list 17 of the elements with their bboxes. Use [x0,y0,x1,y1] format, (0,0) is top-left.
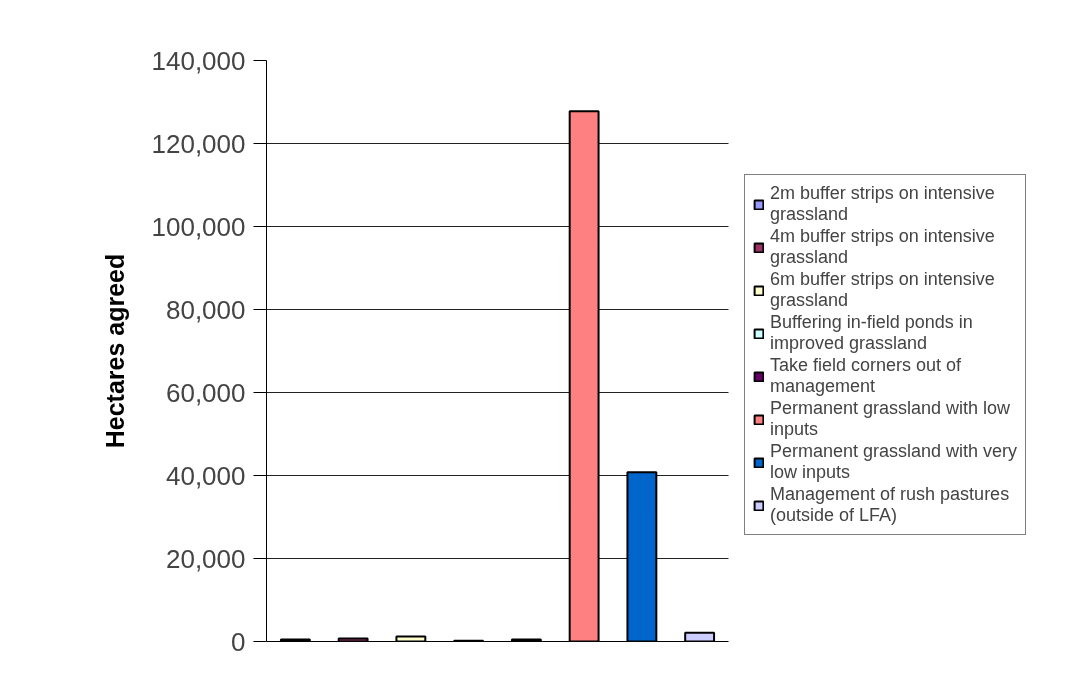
legend-label: Buffering in-field ponds in improved grassland [770,312,973,354]
legend-label: 4m buffer strips on intensive grassland [770,226,995,268]
y-tick-label: 80,000 [165,294,246,325]
y-tick-label: 120,000 [151,128,246,159]
legend-label: Permanent grassland with very low inputs [770,441,1018,483]
legend-label: 6m buffer strips on intensive grassland [770,269,995,311]
legend-label: Management of rush pastures (outside of LFA) [770,484,1010,526]
y-tick-label: 100,000 [151,211,246,242]
legend-label: 2m buffer strips on intensive grassland [770,183,995,225]
y-tick-label: 140,000 [151,45,246,76]
y-tick-label: 0 [231,626,246,657]
legend-label: Permanent grassland with low inputs [770,398,1011,440]
y-tick-label: 20,000 [165,543,246,574]
y-tick-label: 40,000 [165,460,246,491]
y-tick-label: 60,000 [165,377,246,408]
legend-label: Take field corners out of management [770,355,962,397]
y-axis-title: Hectares agreed [100,253,129,449]
